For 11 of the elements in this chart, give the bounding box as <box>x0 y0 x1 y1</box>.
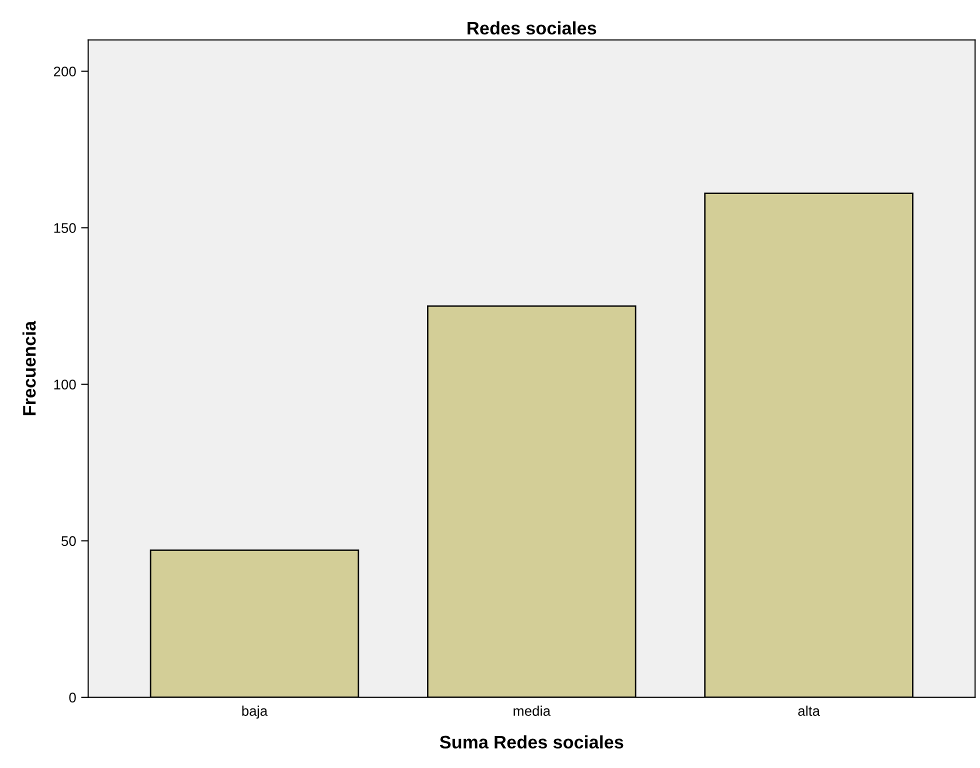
y-tick-label: 50 <box>62 536 76 546</box>
y-tick-label: 200 <box>54 66 76 76</box>
y-tick-label: 150 <box>54 223 76 233</box>
y-tick-label: 100 <box>54 380 76 390</box>
y-axis-title: Frecuencia <box>22 320 36 416</box>
x-axis-title: Suma Redes sociales <box>440 735 624 749</box>
x-tick-label: alta <box>798 706 820 716</box>
y-tick-label: 0 <box>69 692 76 703</box>
x-tick-label: baja <box>242 706 268 719</box>
x-tick-label: media <box>514 706 551 716</box>
chart-title: Redes sociales <box>468 21 596 35</box>
